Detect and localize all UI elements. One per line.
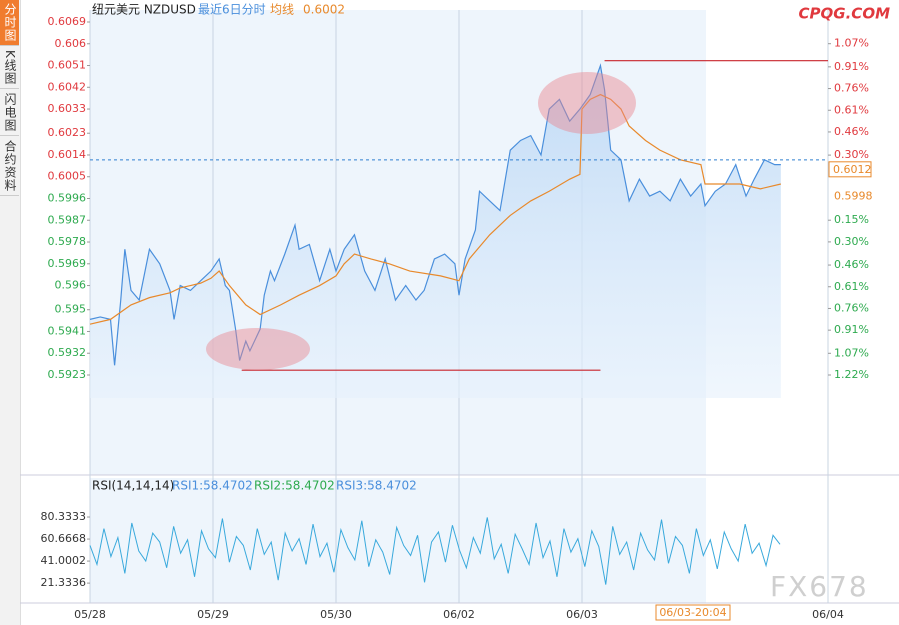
chart-title: 纽元美元 NZDUSD [92,3,196,17]
rsi-tick-label: 80.3333 [41,510,87,523]
logo: CPQG.COM [799,5,891,23]
y-tick-label: 0.5969 [48,257,87,270]
y-tick-label: 0.6014 [48,148,87,161]
sidebar-tab[interactable]: K线图 [0,47,19,89]
y2-tick-label: 0.76% [834,301,869,314]
average-line [89,93,781,325]
x-tick-label: 05/29 [197,608,229,621]
price-line [89,63,781,366]
x-tick-label: 05/28 [74,608,106,621]
y-tick-label: 0.6051 [48,59,87,72]
y2-tick-label: 0.30% [834,148,869,161]
rsi-tick-label: 60.6668 [41,532,87,545]
y-tick-label: 0.6033 [48,102,87,115]
rsi-label: RSI2:58.4702 [254,479,335,493]
y2-tick-label: 0.61% [834,280,869,293]
rsi-line [89,517,781,585]
sidebar-tab[interactable]: 分时图 [0,0,19,46]
rsi-tick-label: 41.0002 [41,554,87,567]
legend-label: 均线 [270,3,294,17]
legend-value: 0.6002 [303,3,345,17]
y-tick-label: 0.6042 [48,80,87,93]
current-price-box [828,161,872,178]
sidebar-tab[interactable]: 闪电图 [0,90,19,136]
y-tick-label: 0.5932 [48,346,87,359]
y-tick-label: 0.6005 [48,170,87,183]
rsi-background [90,478,706,603]
y2-tick-label: 0.46% [834,258,869,271]
rsi-tick-label: 21.3336 [41,576,87,589]
price-area [90,65,781,399]
y2-tick-label: 1.07% [834,346,869,359]
current-price-label: 0.6012 [833,163,872,176]
rsi-label: RSI1:58.4702 [172,479,253,493]
highlight [538,72,636,134]
y2-tick-label: 0.91% [834,60,869,73]
y2-tick-label: 1.22% [834,368,869,381]
watermark: FX678 [770,570,869,603]
y2-tick-label: 0.15% [834,213,869,226]
highlight [206,328,310,370]
y-tick-label: 0.595 [55,303,87,316]
rsi-title: RSI(14,14,14) [92,479,174,493]
y-tick-label: 0.5923 [48,368,87,381]
rsi-label: RSI3:58.4702 [336,479,417,493]
y-tick-label: 0.596 [55,279,87,292]
x-tick-label: 06/04 [812,608,844,621]
y-tick-label: 0.5987 [48,213,87,226]
cursor-box [655,604,731,621]
y-tick-label: 0.6069 [48,15,87,28]
y-tick-label: 0.5996 [48,192,87,205]
y2-tick-label: 0.76% [834,82,869,95]
x-tick-label: 05/30 [320,608,352,621]
x-tick-label: 06/03 [566,608,598,621]
y2-tick-label: 1.07% [834,37,869,50]
cursor-label: 06/03-20:04 [659,606,726,619]
y-tick-label: 0.5941 [48,324,87,337]
x-tick-label: 06/02 [443,608,475,621]
y2-tick-label: 0.91% [834,323,869,336]
sidebar: 分时图 K线图 闪电图 合约资料 [0,0,21,625]
chart-subtitle: 最近6日分时 [198,3,266,17]
prev-close-label: 0.5998 [834,190,873,203]
y-tick-label: 0.6023 [48,126,87,139]
y-tick-label: 0.606 [55,37,87,50]
y2-tick-label: 0.61% [834,103,869,116]
y2-tick-label: 0.30% [834,235,869,248]
y2-tick-label: 0.46% [834,125,869,138]
sidebar-tab[interactable]: 合约资料 [0,137,19,196]
y-tick-label: 0.5978 [48,235,87,248]
